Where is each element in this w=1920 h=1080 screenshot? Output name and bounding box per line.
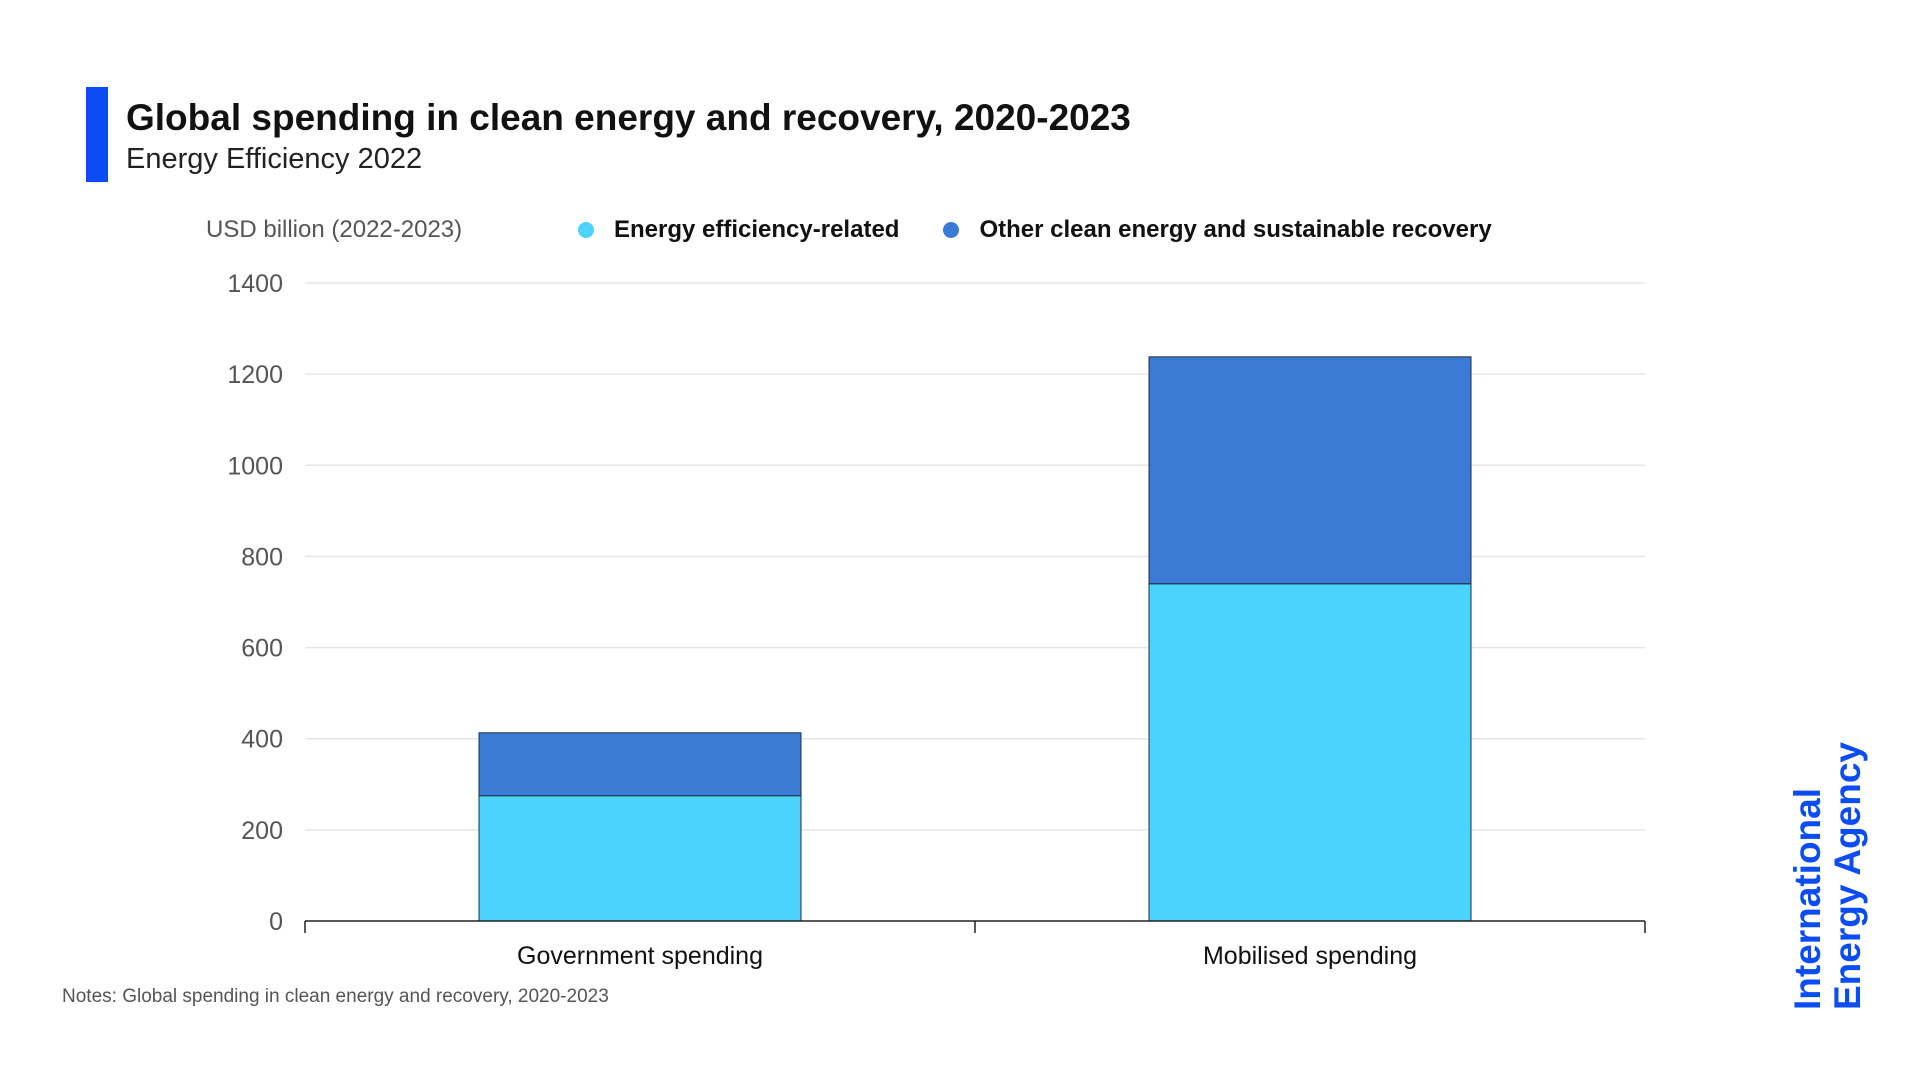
- bar-government-series-2: [478, 732, 802, 797]
- legend-item-other-clean-energy: Other clean energy and sustainable recov…: [943, 216, 1492, 244]
- y-tick-label-200: 200: [241, 817, 283, 845]
- legend-dot-other-clean-energy: [943, 222, 960, 238]
- logo-line-1: International: [1787, 787, 1828, 1010]
- y-tick-label-600: 600: [241, 635, 283, 663]
- y-tick-label-400: 400: [241, 726, 283, 754]
- chart-subtitle: Energy Efficiency 2022: [126, 143, 423, 175]
- legend-label-other-clean-energy: Other clean energy and sustainable recov…: [979, 216, 1492, 243]
- x-category-label-2: Mobilised spending: [1203, 942, 1417, 970]
- bar-mobilised-series-2: [1148, 356, 1472, 585]
- y-tick-label-1200: 1200: [227, 361, 283, 389]
- y-tick-label-1000: 1000: [227, 452, 283, 480]
- legend-label-energy-efficiency: Energy efficiency-related: [614, 216, 900, 243]
- legend-item-energy-efficiency: Energy efficiency-related: [578, 216, 899, 244]
- legend: Energy efficiency-related Other clean en…: [578, 216, 1536, 244]
- y-axis-unit-label: USD billion (2022-2023): [206, 216, 463, 243]
- legend-dot-energy-efficiency: [578, 222, 594, 238]
- bar-mobilised-series-1: [1148, 583, 1472, 922]
- chart-notes: Notes: Global spending in clean energy a…: [62, 986, 609, 1007]
- bar-government-series-1: [478, 795, 802, 922]
- y-tick-label-800: 800: [241, 543, 283, 571]
- chart-title: Global spending in clean energy and reco…: [126, 97, 1131, 138]
- logo-line-2: Energy Agency: [1827, 742, 1868, 1010]
- y-tick-label-1400: 1400: [227, 270, 283, 298]
- title-accent-bar: [86, 87, 108, 182]
- y-tick-label-0: 0: [269, 908, 283, 936]
- x-category-label-1: Government spending: [517, 942, 763, 970]
- iea-logo: International Energy Agency: [1787, 742, 1868, 1010]
